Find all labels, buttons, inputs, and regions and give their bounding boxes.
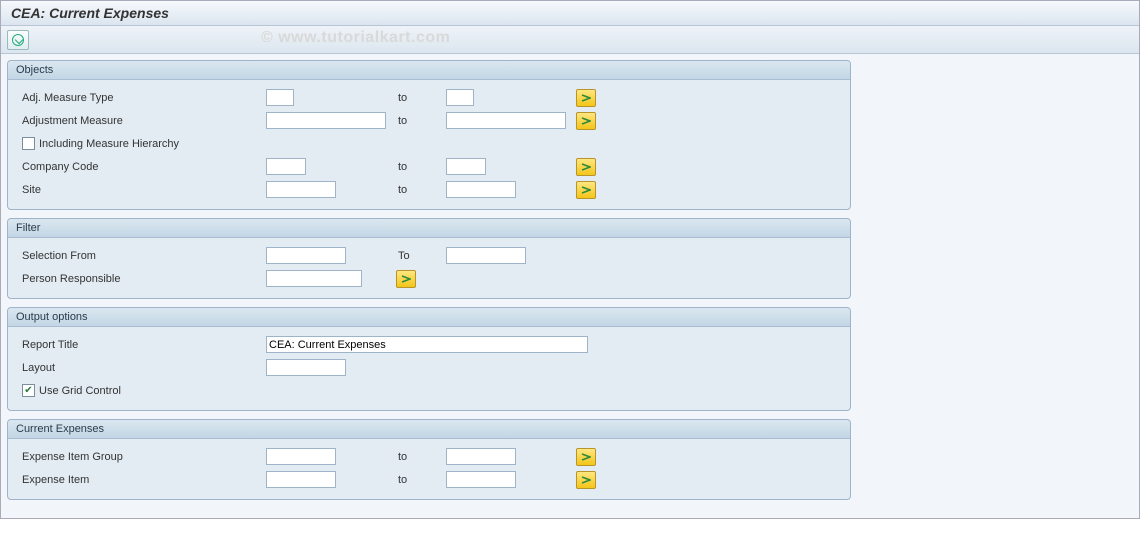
label-layout: Layout — [18, 362, 266, 374]
to-label: to — [396, 115, 446, 127]
group-current-expenses: Current Expenses Expense Item Group to E… — [7, 419, 851, 500]
multi-select-adjustment-measure[interactable] — [576, 112, 596, 130]
group-body-filter: Selection From To Person Responsible — [8, 238, 850, 298]
multi-select-expense-item[interactable] — [576, 471, 596, 489]
execute-button[interactable] — [7, 30, 29, 50]
row-person-responsible: Person Responsible — [18, 267, 840, 290]
row-use-grid: Use Grid Control — [18, 379, 840, 402]
row-adjustment-measure: Adjustment Measure to — [18, 109, 840, 132]
group-body-current-expenses: Expense Item Group to Expense Item to — [8, 439, 850, 499]
group-objects: Objects Adj. Measure Type to Adjustment … — [7, 60, 851, 210]
row-selection-from: Selection From To — [18, 244, 840, 267]
window: CEA: Current Expenses © www.tutorialkart… — [0, 0, 1140, 519]
label-site: Site — [18, 184, 266, 196]
input-adjustment-measure-from[interactable] — [266, 112, 386, 129]
to-label: to — [396, 92, 446, 104]
input-layout[interactable] — [266, 359, 346, 376]
multi-select-company-code[interactable] — [576, 158, 596, 176]
group-body-output: Report Title Layout Use Grid Control — [8, 327, 850, 410]
watermark: © www.tutorialkart.com — [261, 29, 450, 47]
row-expense-item: Expense Item to — [18, 468, 840, 491]
group-header-output: Output options — [8, 308, 850, 327]
input-person-responsible[interactable] — [266, 270, 362, 287]
toolbar: © www.tutorialkart.com — [1, 26, 1139, 54]
group-output: Output options Report Title Layout Use G… — [7, 307, 851, 411]
input-adjustment-measure-to[interactable] — [446, 112, 566, 129]
multi-select-site[interactable] — [576, 181, 596, 199]
label-company-code: Company Code — [18, 161, 266, 173]
label-adj-measure-type: Adj. Measure Type — [18, 92, 266, 104]
input-selection-to[interactable] — [446, 247, 526, 264]
row-layout: Layout — [18, 356, 840, 379]
checkbox-use-grid[interactable] — [22, 384, 35, 397]
input-selection-from[interactable] — [266, 247, 346, 264]
label-report-title: Report Title — [18, 339, 266, 351]
to-label: To — [396, 250, 446, 262]
label-including-hierarchy: Including Measure Hierarchy — [39, 138, 179, 150]
row-site: Site to — [18, 178, 840, 201]
input-adj-measure-type-from[interactable] — [266, 89, 294, 106]
multi-select-adj-measure-type[interactable] — [576, 89, 596, 107]
group-header-objects: Objects — [8, 61, 850, 80]
input-expense-item-group-to[interactable] — [446, 448, 516, 465]
right-spacer — [857, 54, 1139, 518]
input-site-from[interactable] — [266, 181, 336, 198]
label-expense-item: Expense Item — [18, 474, 266, 486]
label-expense-item-group: Expense Item Group — [18, 451, 266, 463]
input-expense-item-to[interactable] — [446, 471, 516, 488]
execute-icon — [12, 34, 24, 46]
group-header-current-expenses: Current Expenses — [8, 420, 850, 439]
row-company-code: Company Code to — [18, 155, 840, 178]
group-header-filter: Filter — [8, 219, 850, 238]
row-adj-measure-type: Adj. Measure Type to — [18, 86, 840, 109]
multi-select-person-responsible[interactable] — [396, 270, 416, 288]
checkbox-including-hierarchy[interactable] — [22, 137, 35, 150]
page-title: CEA: Current Expenses — [1, 1, 1139, 26]
content: Objects Adj. Measure Type to Adjustment … — [1, 54, 1139, 518]
input-report-title[interactable] — [266, 336, 588, 353]
row-report-title: Report Title — [18, 333, 840, 356]
label-use-grid: Use Grid Control — [39, 385, 121, 397]
label-adjustment-measure: Adjustment Measure — [18, 115, 266, 127]
input-adj-measure-type-to[interactable] — [446, 89, 474, 106]
to-label: to — [396, 184, 446, 196]
to-label: to — [396, 451, 446, 463]
group-filter: Filter Selection From To Person Responsi… — [7, 218, 851, 299]
multi-select-expense-item-group[interactable] — [576, 448, 596, 466]
main-column: Objects Adj. Measure Type to Adjustment … — [1, 54, 857, 518]
input-site-to[interactable] — [446, 181, 516, 198]
input-expense-item-group-from[interactable] — [266, 448, 336, 465]
input-expense-item-from[interactable] — [266, 471, 336, 488]
to-label: to — [396, 161, 446, 173]
label-selection-from: Selection From — [18, 250, 266, 262]
input-company-code-from[interactable] — [266, 158, 306, 175]
row-including-hierarchy: Including Measure Hierarchy — [18, 132, 840, 155]
group-body-objects: Adj. Measure Type to Adjustment Measure … — [8, 80, 850, 209]
label-person-responsible: Person Responsible — [18, 273, 266, 285]
row-expense-item-group: Expense Item Group to — [18, 445, 840, 468]
input-company-code-to[interactable] — [446, 158, 486, 175]
to-label: to — [396, 474, 446, 486]
